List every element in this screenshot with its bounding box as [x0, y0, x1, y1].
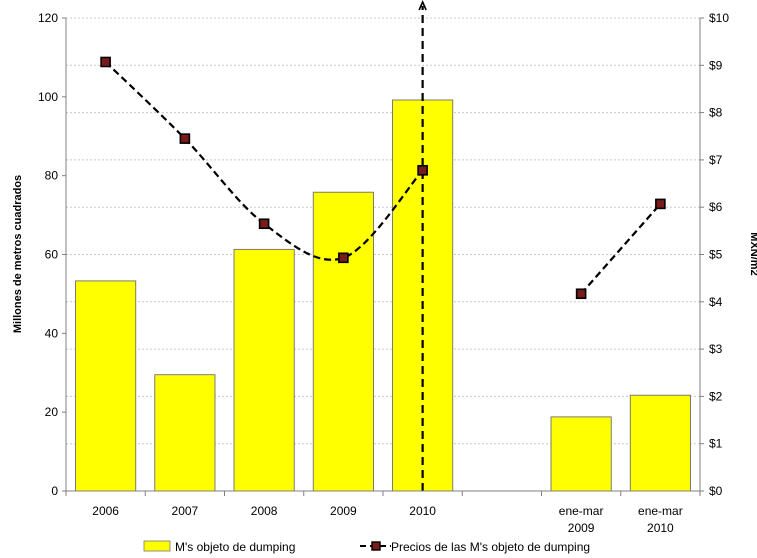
y-tick-label: 100 [38, 90, 58, 104]
x-tick-label: 2007 [172, 504, 199, 518]
x-tick-label: 2009 [330, 504, 357, 518]
period-separator [418, 0, 427, 491]
y-tick-label: 0 [51, 484, 58, 498]
y2-tick-label: $8 [709, 106, 723, 120]
y-tick-label: 20 [45, 405, 59, 419]
x-tick-label: 2008 [251, 504, 278, 518]
y-tick-label: 60 [45, 248, 59, 262]
left-axis-ticks: 0 20 40 60 80 100 120 [38, 11, 66, 498]
price-line-segment [104, 61, 424, 261]
x-tick-label: ene-mar [559, 504, 604, 518]
x-tick-label: 2009 [568, 521, 595, 535]
y2-axis-title: MXN/m2 [748, 232, 757, 275]
bar [75, 280, 137, 492]
right-axis-ticks: $0 $1 $2 $3 $4 $5 $6 $7 $8 $9 $10 [700, 11, 729, 498]
bar [154, 374, 216, 492]
x-tick-label: 2010 [409, 504, 436, 518]
bar-series [75, 99, 691, 492]
y2-tick-label: $7 [709, 153, 723, 167]
y2-tick-label: $4 [709, 295, 723, 309]
x-tick-label: 2006 [92, 504, 119, 518]
y2-tick-label: $9 [709, 58, 723, 72]
price-marker [179, 133, 191, 144]
y-tick-label: 120 [38, 11, 58, 25]
y-tick-label: 80 [45, 169, 59, 183]
legend-bar-swatch [143, 540, 171, 552]
price-marker [417, 165, 428, 176]
price-line-segment [580, 203, 662, 295]
x-tick-label: ene-mar [638, 504, 683, 518]
category-axis-ticks: 2006 2007 2008 2009 2010 ene-mar 2009 ene-mar 20… [92, 504, 682, 535]
y2-tick-label: $2 [709, 389, 723, 403]
price-marker [258, 218, 270, 230]
bar [233, 248, 295, 492]
x-tick-label: 2010 [647, 521, 674, 535]
bar [312, 191, 374, 492]
bar [629, 394, 691, 492]
y-tick-label: 40 [45, 326, 59, 340]
arrow-up-icon [418, 0, 427, 11]
price-marker [100, 56, 111, 68]
price-line-series [100, 56, 666, 300]
legend-line-label: Precios de las M's objeto de dumping [391, 540, 590, 554]
y-axis-title: Millones de metros cuadrados [12, 175, 24, 333]
y2-tick-label: $6 [709, 200, 723, 214]
y2-tick-label: $0 [709, 484, 723, 498]
bar [550, 416, 612, 492]
y2-tick-label: $5 [709, 248, 723, 262]
y2-tick-label: $10 [709, 11, 729, 25]
price-marker [575, 288, 587, 300]
legend-bar-label: M's objeto de dumping [175, 540, 295, 554]
legend-line-marker [371, 541, 381, 551]
y2-tick-label: $1 [709, 437, 723, 451]
price-marker [338, 252, 349, 264]
price-marker [655, 198, 666, 210]
y2-tick-label: $3 [709, 342, 723, 356]
legend: M's objeto de dumping Precios de las M's… [143, 540, 590, 554]
